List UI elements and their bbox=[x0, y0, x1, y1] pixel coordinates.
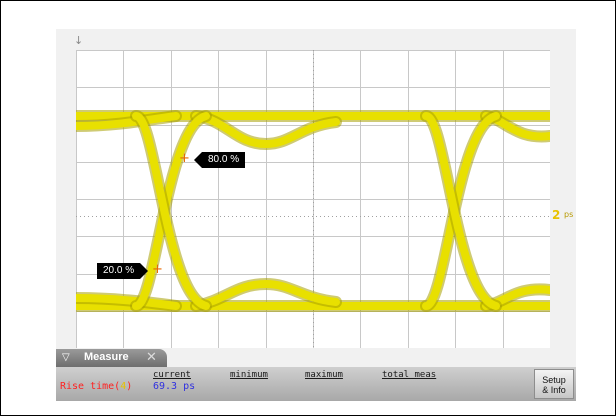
trigger-marker: ↓ bbox=[74, 34, 84, 47]
column-header-total-meas[interactable]: total meas bbox=[382, 370, 437, 380]
column-header-current[interactable]: current bbox=[153, 370, 191, 380]
setup-button-line1: Setup bbox=[542, 375, 566, 385]
setup-button-line2: & Info bbox=[542, 385, 566, 395]
upper-ref-crosshair: + bbox=[179, 151, 190, 166]
trace-high-ring-mid bbox=[192, 112, 340, 149]
triangle-down-icon[interactable]: ▽ bbox=[62, 352, 70, 363]
eye-diagram bbox=[76, 50, 550, 348]
close-icon[interactable]: ✕ bbox=[146, 350, 157, 365]
trace-high-ring-left bbox=[76, 112, 180, 130]
setup-info-button[interactable]: Setup & Info bbox=[534, 369, 574, 399]
measurement-name-text: Rise time( bbox=[60, 381, 121, 392]
lower-ref-label-text: 20.0 % bbox=[103, 265, 135, 276]
channel-marker: 2 bbox=[552, 208, 561, 222]
measurement-name-close: ) bbox=[126, 381, 133, 392]
measurement-name[interactable]: Rise time(4) bbox=[60, 381, 132, 392]
eye-traces bbox=[76, 110, 550, 312]
column-header-minimum[interactable]: minimum bbox=[230, 370, 268, 380]
upper-ref-label-text: 80.0 % bbox=[208, 154, 240, 165]
measurement-channel: 4 bbox=[120, 381, 127, 392]
trace-low-ring-left bbox=[76, 294, 180, 310]
waveform-screen[interactable] bbox=[76, 50, 550, 348]
measure-tab-label: Measure bbox=[84, 351, 129, 363]
column-header-maximum[interactable]: maximum bbox=[305, 370, 343, 380]
measure-panel: current minimum maximum total meas Rise … bbox=[56, 367, 576, 401]
trace-low-ring-mid bbox=[192, 279, 340, 310]
trace-fall-left bbox=[132, 112, 210, 310]
lower-ref-crosshair: + bbox=[152, 262, 163, 277]
measurement-current-value: 69.3 ps bbox=[153, 381, 196, 392]
upper-ref-label[interactable]: 80.0 % bbox=[193, 152, 246, 168]
channel-marker-unit: ps bbox=[564, 210, 574, 219]
trace-fall-right bbox=[422, 112, 500, 310]
measure-tab[interactable]: ▽ Measure ✕ bbox=[56, 349, 167, 367]
lower-ref-label[interactable]: 20.0 % bbox=[97, 263, 149, 279]
